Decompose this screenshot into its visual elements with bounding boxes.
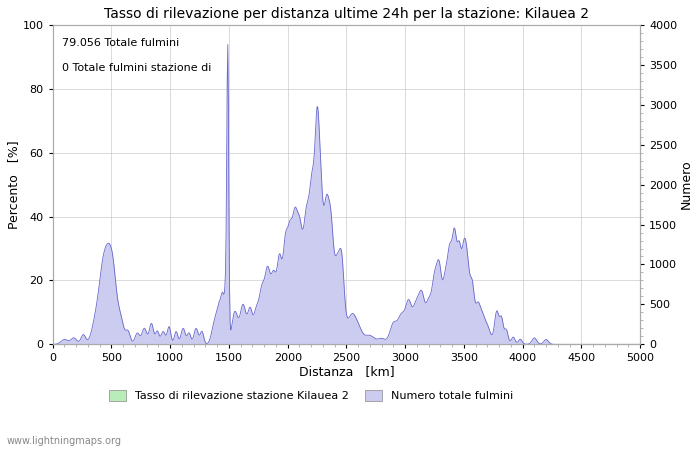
X-axis label: Distanza   [km]: Distanza [km]	[299, 365, 394, 378]
Text: www.lightningmaps.org: www.lightningmaps.org	[7, 436, 122, 446]
Text: 79.056 Totale fulmini: 79.056 Totale fulmini	[62, 38, 178, 48]
Y-axis label: Numero: Numero	[680, 160, 693, 209]
Title: Tasso di rilevazione per distanza ultime 24h per la stazione: Kilauea 2: Tasso di rilevazione per distanza ultime…	[104, 7, 589, 21]
Y-axis label: Percento   [%]: Percento [%]	[7, 140, 20, 229]
Text: 0 Totale fulmini stazione di: 0 Totale fulmini stazione di	[62, 63, 211, 73]
Legend: Tasso di rilevazione stazione Kilauea 2, Numero totale fulmini: Tasso di rilevazione stazione Kilauea 2,…	[105, 386, 517, 406]
